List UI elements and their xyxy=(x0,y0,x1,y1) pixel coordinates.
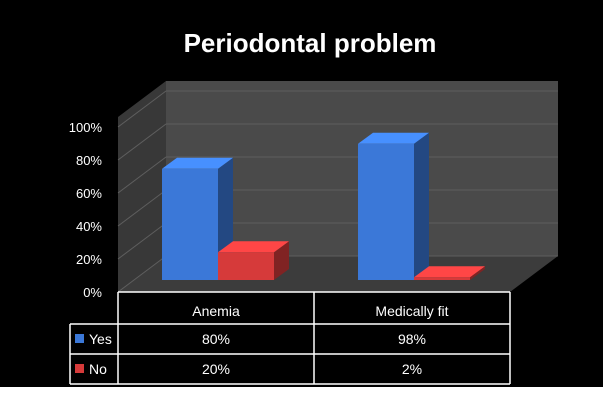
data-label: 98% xyxy=(398,331,426,347)
side-gridline xyxy=(117,189,167,227)
legend-swatch-yes xyxy=(75,334,84,343)
side-gridline xyxy=(117,156,167,194)
data-label: 2% xyxy=(402,361,422,377)
category-label: Anemia xyxy=(192,303,240,319)
bar-front xyxy=(414,277,470,280)
data-label: 80% xyxy=(202,331,230,347)
bar-yes-1 xyxy=(358,132,429,280)
category-label: Medically fit xyxy=(375,303,448,319)
side-wall xyxy=(118,81,166,292)
bar-no-1 xyxy=(414,266,485,280)
bar-top xyxy=(218,241,289,253)
bar-side xyxy=(274,241,289,280)
y-tick-label: 20% xyxy=(76,252,102,267)
bar-top xyxy=(358,132,429,144)
plot-area: 0% 20% 40% 60% 80% 100% xyxy=(69,81,558,300)
bar-no-0 xyxy=(218,241,289,280)
y-tick-label: 40% xyxy=(76,219,102,234)
legend-label-yes: Yes xyxy=(89,331,112,347)
side-gridline xyxy=(117,255,167,293)
bar-top xyxy=(162,157,233,169)
y-tick-label: 100% xyxy=(69,120,103,135)
bar-top xyxy=(414,266,485,278)
bar-front xyxy=(358,143,414,280)
bar-yes-0 xyxy=(162,157,233,280)
side-gridline xyxy=(117,222,167,260)
bar-front xyxy=(218,252,274,280)
side-gridline xyxy=(117,90,167,128)
bar-side xyxy=(414,132,429,280)
side-gridline xyxy=(117,123,167,161)
bar-side xyxy=(470,266,485,280)
y-tick-label: 60% xyxy=(76,186,102,201)
legend-label-no: No xyxy=(89,361,107,377)
y-tick-label: 0% xyxy=(83,285,102,300)
data-label: 20% xyxy=(202,361,230,377)
legend-swatch-no xyxy=(75,364,84,373)
data-table: Anemia Medically fit Yes 80% 98% No 20% 2% xyxy=(69,291,511,385)
chart-border-bottom xyxy=(0,387,614,398)
bar-front xyxy=(162,168,218,280)
chart-title: Periodontal problem xyxy=(184,28,437,58)
chart-border-right xyxy=(603,0,614,398)
y-tick-label: 80% xyxy=(76,153,102,168)
